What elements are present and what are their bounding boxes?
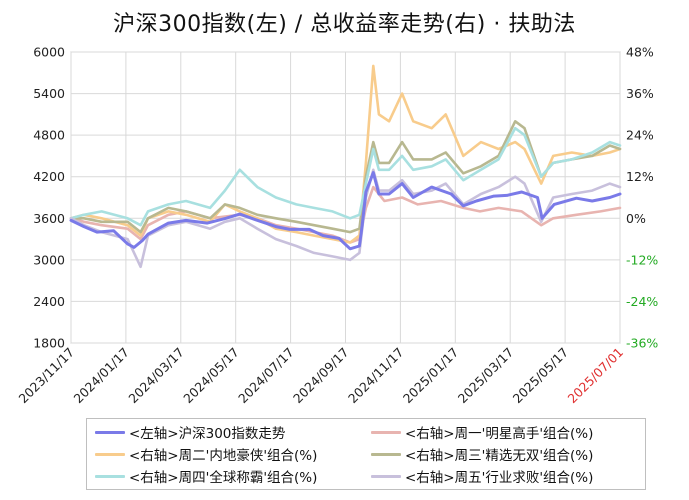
left-tick-label: 1800 xyxy=(33,336,65,351)
x-tick-label: 2025/05/17 xyxy=(510,345,572,407)
left-tick-label: 3600 xyxy=(33,211,65,226)
legend-item: <右轴>周一'明星高手'组合(%) xyxy=(371,422,637,442)
left-tick-label: 4800 xyxy=(33,128,65,143)
left-tick-label: 4200 xyxy=(33,169,65,184)
legend-label: <右轴>周二'内地豪侠'组合(%) xyxy=(129,448,318,464)
right-tick-label: -36% xyxy=(626,336,658,351)
right-tick-label: 12% xyxy=(626,169,654,184)
left-tick-label: 5400 xyxy=(33,86,65,101)
legend-swatch xyxy=(371,474,401,478)
legend-label: <右轴>周五'行业求败'组合(%) xyxy=(405,470,594,486)
legend-label: <右轴>周四'全球称霸'组合(%) xyxy=(129,470,318,486)
series-line-2 xyxy=(69,64,622,244)
x-tick-label: 2025/07/01 xyxy=(565,345,627,407)
left-tick-label: 6000 xyxy=(33,45,65,60)
right-tick-label: 36% xyxy=(626,86,654,101)
legend-item: <右轴>周三'精选无双'组合(%) xyxy=(371,444,637,464)
legend-swatch xyxy=(371,430,401,434)
legend-item: <左轴>沪深300指数走势 xyxy=(95,422,361,442)
series-line-4 xyxy=(69,126,622,227)
legend-label: <右轴>周一'明星高手'组合(%) xyxy=(405,426,594,442)
x-tick-label: 2024/11/17 xyxy=(345,345,407,407)
right-tick-label: 48% xyxy=(626,45,654,60)
series-line-1 xyxy=(69,185,622,244)
left-tick-label: 2400 xyxy=(33,294,65,309)
legend-item: <右轴>周五'行业求败'组合(%) xyxy=(371,466,637,486)
legend-item: <右轴>周二'内地豪侠'组合(%) xyxy=(95,444,361,464)
x-tick-label: 2025/03/17 xyxy=(455,345,517,407)
chart-title: 沪深300指数(左) / 总收益率走势(右) · 扶助法 xyxy=(113,12,576,37)
legend-item: <右轴>周四'全球称霸'组合(%) xyxy=(95,466,361,486)
legend-swatch xyxy=(95,430,125,434)
right-tick-label: -12% xyxy=(626,252,658,267)
x-tick-label: 2024/07/17 xyxy=(235,345,297,407)
x-tick-label: 2024/09/17 xyxy=(290,345,352,407)
x-tick-label: 2024/03/17 xyxy=(125,345,187,407)
series-line-3 xyxy=(69,120,622,234)
right-tick-label: 0% xyxy=(626,211,646,226)
right-tick-label: -24% xyxy=(626,294,658,309)
right-tick-label: 24% xyxy=(626,128,654,143)
legend-swatch xyxy=(95,452,125,456)
x-tick-label: 2024/01/17 xyxy=(70,345,132,407)
legend: <左轴>沪深300指数走势 <右轴>周一'明星高手'组合(%) <右轴>周二'内地豪… xyxy=(86,418,646,490)
x-tick-label: 2024/05/17 xyxy=(180,345,242,407)
legend-label: <右轴>周三'精选无双'组合(%) xyxy=(405,448,594,464)
legend-label: <左轴>沪深300指数走势 xyxy=(129,426,286,442)
x-tick-label: 2025/01/17 xyxy=(400,345,462,407)
series-line-0 xyxy=(69,171,622,251)
legend-swatch xyxy=(95,474,125,478)
x-tick-label: 2023/11/17 xyxy=(16,345,78,407)
left-tick-label: 3000 xyxy=(33,252,65,267)
legend-swatch xyxy=(371,452,401,456)
